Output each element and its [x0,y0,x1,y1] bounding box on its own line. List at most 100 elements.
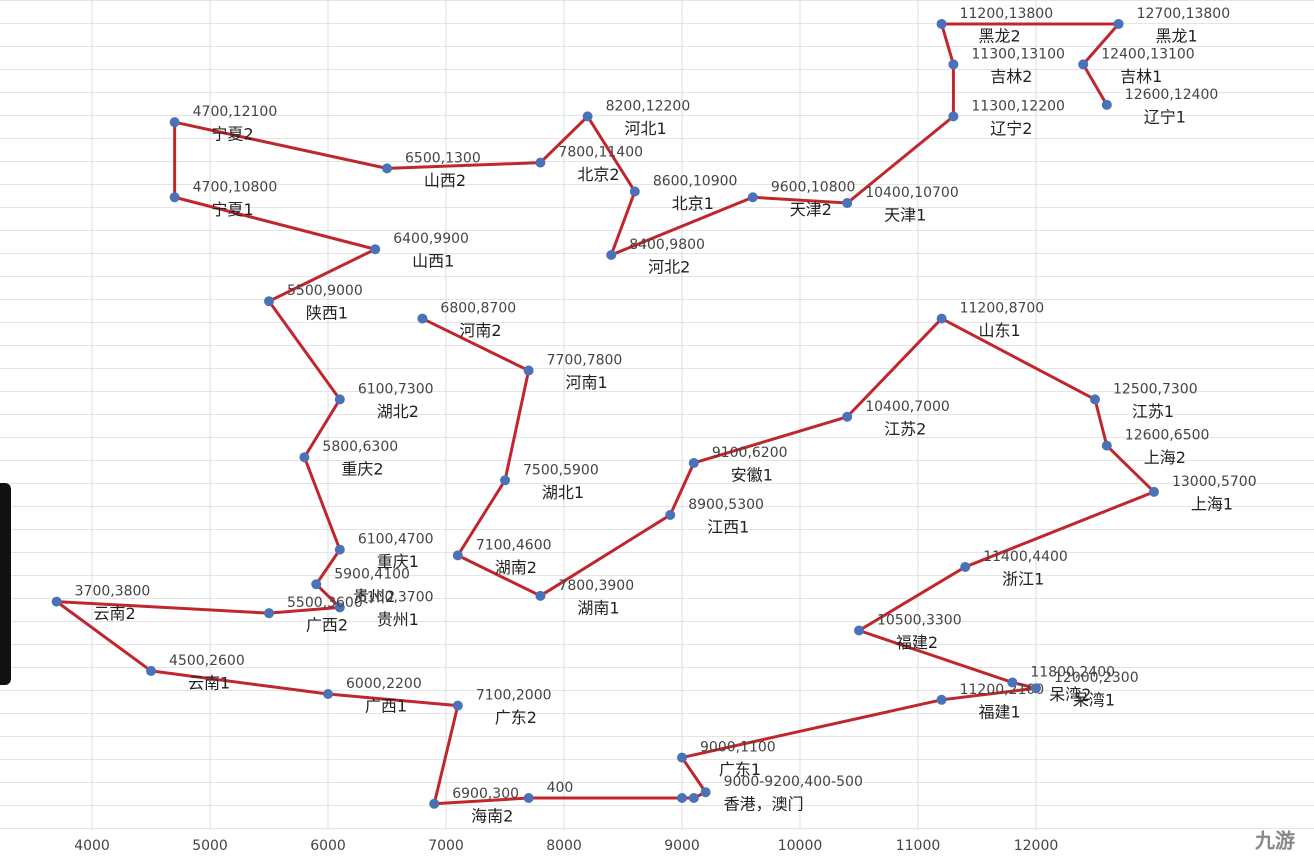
point [936,313,947,324]
point-name: 山东1 [979,321,1021,340]
point [452,700,463,711]
point-name: 云南1 [188,673,230,692]
point [417,313,428,324]
point-name: 辽宁2 [990,119,1032,138]
point [370,244,381,255]
point [523,792,534,803]
point [1101,99,1112,110]
point-name: 海南2 [471,806,513,825]
point [677,752,688,763]
coord-label: 8600,10900 [653,173,738,189]
coord-label: 400 [547,780,574,796]
coord-label: 6000,2200 [346,676,422,692]
point [535,157,546,168]
coord-label: 11300,12200 [971,98,1065,114]
point-name: 湖北1 [542,483,584,502]
point [311,579,322,590]
point [665,509,676,520]
coord-label: 7500,5900 [523,462,599,478]
point [264,608,275,619]
point [854,625,865,636]
point [948,111,959,122]
point [264,296,275,307]
coord-label: 11200,8700 [960,301,1045,317]
point-name: 浙江1 [1002,569,1044,588]
point-name: 江苏2 [884,419,926,438]
point [169,192,180,203]
point-name: 广东1 [719,760,761,779]
coord-label: 12600,6500 [1125,428,1210,444]
point-name: 宁夏2 [212,125,254,144]
point [582,111,593,122]
point [429,798,440,809]
coord-label: 11400,4400 [983,549,1068,565]
point [688,457,699,468]
point [688,792,699,803]
point [334,544,345,555]
x-tick-label: 12000 [1014,838,1059,854]
coord-label: 10400,7000 [865,399,950,415]
coord-label: 9600,10800 [771,179,856,195]
coord-label: 5500,3600 [287,595,363,611]
point [1148,486,1159,497]
point-name: 云南2 [94,604,136,623]
coord-label: 12700,13800 [1137,6,1231,22]
coord-label: 12000,2300 [1054,670,1139,686]
point [1113,18,1124,29]
coord-label: 10500,3300 [877,612,962,628]
coord-label: 6800,8700 [440,301,516,317]
point [1007,677,1018,688]
point-name: 江西1 [707,517,749,536]
coord-label: 5500,9000 [287,283,363,299]
coord-label: 6500,1300 [405,150,481,166]
point-name: 河北1 [625,119,667,138]
coord-label: 8200,12200 [606,98,691,114]
coord-label: 3700,3800 [75,584,151,600]
point-name: 重庆2 [341,460,383,479]
coord-label: 4700,10800 [193,179,278,195]
point-name: 呆湾2 [1049,685,1091,704]
x-tick-label: 4000 [74,838,110,854]
x-tick-label: 6000 [310,838,346,854]
point-name: 福建2 [896,633,938,652]
coord-label: 12500,7300 [1113,381,1198,397]
coord-label: 9000,1100 [700,740,776,756]
point [51,596,62,607]
coord-label: 12400,13100 [1101,46,1195,62]
point-name: 吉林1 [1120,67,1162,86]
coord-label: 10400,10700 [865,185,959,201]
coord-label: 7800,3900 [558,578,634,594]
point [936,18,947,29]
point-name: 湖北2 [377,402,419,421]
point [523,365,534,376]
point-name: 山西2 [424,171,466,190]
point-name: 上海1 [1191,494,1233,513]
point-name: 山西1 [412,252,454,271]
x-tick-label: 10000 [778,838,823,854]
point-name: 天津1 [884,206,926,225]
coord-label: 4700,12100 [193,104,278,120]
point [382,163,393,174]
point [334,394,345,405]
point-name: 陕西1 [306,304,348,323]
point-name: 重庆1 [377,552,419,571]
coord-label: 7800,11400 [558,145,643,161]
coord-label: 7100,4600 [476,537,552,553]
coord-label: 11200,13800 [960,6,1054,22]
point [948,59,959,70]
point-name: 广东2 [495,708,537,727]
point [452,550,463,561]
coord-label: 6400,9900 [393,231,469,247]
point-name: 吉林2 [990,67,1032,86]
route-line [55,22,1156,806]
point-name: 上海2 [1144,448,1186,467]
point [169,117,180,128]
point [1078,59,1089,70]
point-name: 福建1 [979,702,1021,721]
coord-label: 6100,4700 [358,532,434,548]
coord-label: 8400,9800 [629,237,705,253]
point-name: 广西1 [365,697,407,716]
coord-label: 6100,3700 [358,589,434,605]
point [334,602,345,613]
